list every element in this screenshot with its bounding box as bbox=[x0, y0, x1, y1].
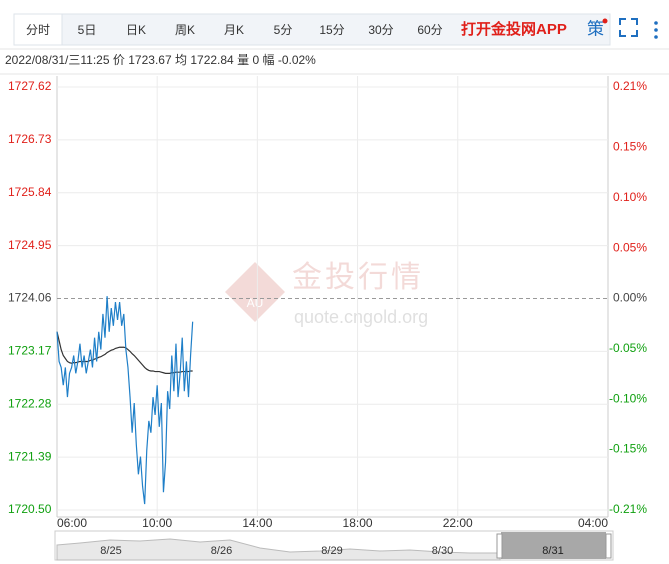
y2-tick-label: 0.00% bbox=[613, 291, 647, 305]
y-tick-label: 1725.84 bbox=[8, 185, 52, 199]
navigator-date[interactable]: 8/31 bbox=[542, 545, 563, 557]
y2-tick-label: 0.21% bbox=[613, 79, 647, 93]
y2-tick-label: 0.10% bbox=[613, 190, 647, 204]
tab[interactable]: 5日 bbox=[78, 23, 97, 37]
info-label: 价 bbox=[113, 53, 125, 67]
more-button[interactable] bbox=[654, 21, 658, 39]
y2-tick-label: 0.05% bbox=[613, 240, 647, 254]
info-value: 1723.67 bbox=[128, 53, 172, 67]
active-tab[interactable] bbox=[13, 13, 63, 46]
tab[interactable]: 月K bbox=[224, 23, 244, 37]
x-tick-label: 10:00 bbox=[142, 516, 172, 530]
watermark-url: quote.cngold.org bbox=[294, 307, 428, 327]
watermark: AU 金投行情 quote.cngold.org bbox=[225, 261, 428, 327]
x-tick-label: 18:00 bbox=[343, 516, 373, 530]
tab[interactable]: 30分 bbox=[368, 23, 393, 37]
info-label: 幅 bbox=[262, 52, 274, 67]
y-tick-label: 1724.95 bbox=[8, 238, 52, 252]
tab[interactable]: 分时 bbox=[26, 23, 50, 37]
x-tick-label: 06:00 bbox=[57, 516, 87, 530]
info-label: 量 bbox=[237, 53, 249, 67]
app-link[interactable]: 打开金投网APP bbox=[461, 20, 567, 38]
navigator-selection[interactable] bbox=[501, 532, 606, 559]
tab[interactable]: 60分 bbox=[417, 23, 442, 37]
info-value: 1722.84 bbox=[190, 53, 234, 67]
navigator-handle[interactable] bbox=[605, 533, 612, 559]
info-line: 2022/08/31/三11:25 价 1723.67 均 1722.84 量 … bbox=[5, 52, 316, 67]
navigator-date[interactable]: 8/29 bbox=[321, 545, 342, 557]
y-tick-label: 1724.06 bbox=[8, 291, 52, 305]
y-tick-label: 1721.39 bbox=[8, 449, 52, 463]
y-tick-label: 1726.73 bbox=[8, 132, 52, 146]
y2-tick-label: -0.15% bbox=[609, 442, 647, 456]
y2-tick-label: 0.15% bbox=[613, 140, 647, 154]
watermark-logo-text: AU bbox=[247, 296, 264, 310]
x-tick-label: 04:00 bbox=[578, 516, 608, 530]
watermark-logo bbox=[225, 262, 285, 322]
series-line bbox=[56, 331, 193, 374]
y2-tick-label: -0.05% bbox=[609, 341, 647, 355]
info-value: 0 bbox=[252, 53, 259, 67]
watermark-brand: 金投行情 bbox=[292, 261, 424, 294]
tab[interactable]: 周K bbox=[175, 23, 195, 37]
strategy-button[interactable]: 策 bbox=[587, 19, 604, 38]
y-tick-label: 1720.50 bbox=[8, 502, 52, 516]
y2-tick-label: -0.21% bbox=[609, 502, 647, 516]
series-line bbox=[56, 296, 194, 505]
info-datetime: 2022/08/31/三11:25 bbox=[5, 53, 110, 67]
info-label: 均 bbox=[175, 53, 187, 67]
tab[interactable]: 5分 bbox=[274, 23, 293, 37]
navigator-date[interactable]: 8/30 bbox=[432, 545, 453, 557]
navigator-date[interactable]: 8/26 bbox=[211, 545, 232, 557]
y-tick-label: 1723.17 bbox=[8, 344, 52, 358]
navigator[interactable]: 8/25 8/26 8/29 8/30 8/31 bbox=[54, 530, 614, 561]
y2-tick-label: -0.10% bbox=[609, 391, 647, 405]
info-value: -0.02% bbox=[278, 53, 316, 67]
toolbar bbox=[13, 13, 611, 46]
y-tick-label: 1727.62 bbox=[8, 79, 52, 93]
tab[interactable]: 15分 bbox=[319, 23, 344, 37]
fullscreen-button[interactable] bbox=[619, 18, 638, 37]
y-tick-label: 1722.28 bbox=[8, 396, 52, 410]
x-tick-label: 22:00 bbox=[443, 516, 473, 530]
navigator-date[interactable]: 8/25 bbox=[100, 545, 121, 557]
navigator-handle[interactable] bbox=[496, 533, 503, 559]
tab[interactable]: 日K bbox=[126, 23, 146, 37]
badge bbox=[602, 18, 608, 24]
x-tick-label: 14:00 bbox=[242, 516, 272, 530]
